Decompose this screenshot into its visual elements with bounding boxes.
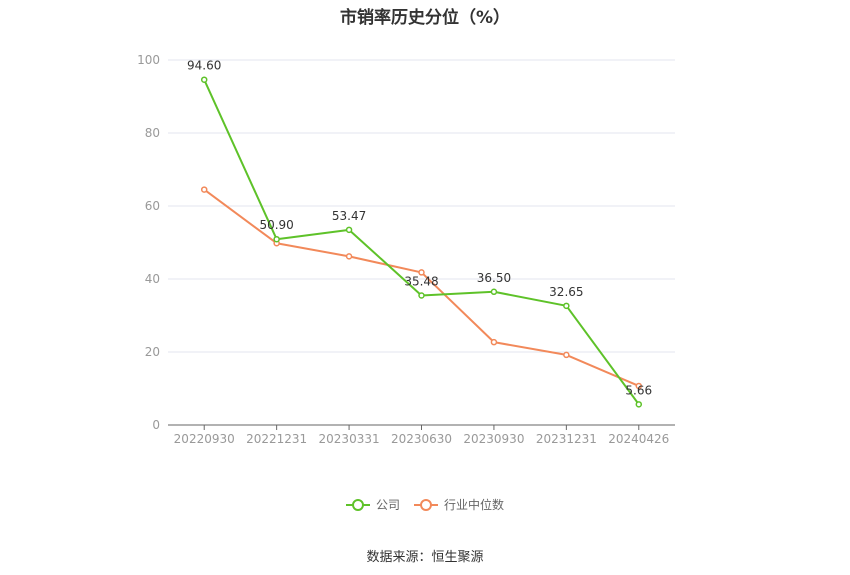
data-point-company	[635, 401, 643, 408]
data-point-company	[200, 76, 208, 83]
data-label-company: 5.66	[625, 383, 652, 397]
data-point-industry-median	[563, 351, 570, 359]
data-point-company	[563, 302, 570, 310]
y-tick-label: 80	[145, 126, 160, 140]
data-point-company	[418, 292, 425, 299]
legend-item-industry-median[interactable]: 行业中位数	[414, 496, 504, 513]
x-tick-label: 20230331	[319, 432, 380, 446]
x-tick-label: 20231231	[536, 432, 597, 446]
y-tick-label: 60	[145, 199, 160, 213]
data-label-company: 35.48	[404, 274, 438, 288]
x-tick-label: 20230630	[391, 432, 452, 446]
data-point-industry-median	[418, 269, 425, 276]
axes: 0 20 40 60 80 100 20220930 20221231 20230331 2023…	[137, 53, 675, 446]
y-tick-label: 0	[152, 418, 160, 432]
data-label-company: 94.60	[187, 59, 221, 73]
legend-swatch-industry-median	[414, 498, 438, 512]
data-point-company	[490, 288, 498, 296]
legend-swatch-company	[345, 498, 370, 512]
series-line-company	[203, 79, 640, 405]
data-point-industry-median	[635, 382, 643, 390]
source-note: 数据来源：恒生聚源	[366, 550, 484, 565]
y-tick-label: 40	[145, 272, 160, 286]
data-point-industry-median	[490, 338, 498, 346]
data-label-company: 32.65	[549, 285, 583, 299]
data-point-industry-median	[345, 253, 353, 260]
x-tick-label: 20230930	[463, 432, 524, 446]
y-tick-label: 100	[137, 53, 160, 67]
legend: 公司 行业中位数	[0, 496, 850, 513]
y-tick-label: 20	[145, 345, 160, 359]
data-label-company: 50.90	[259, 218, 293, 232]
x-tick-label: 20220930	[174, 432, 235, 446]
legend-item-company[interactable]: 公司	[345, 496, 400, 513]
chart-title: 市销率历史分位（%）	[339, 8, 511, 28]
x-tick-label: 20221231	[246, 432, 307, 446]
legend-label-industry-median: 行业中位数	[444, 498, 505, 512]
data-point-company	[345, 226, 353, 234]
data-label-company: 36.50	[477, 271, 511, 285]
series	[200, 76, 643, 408]
gridlines	[168, 59, 675, 353]
data-label-company: 53.47	[332, 209, 366, 223]
legend-label-company: 公司	[375, 498, 400, 512]
data-point-industry-median	[200, 186, 208, 193]
data-labels: 94.60 50.90 53.47 35.48 36.50 32.65 5.66	[187, 59, 652, 398]
data-point-company	[273, 235, 280, 243]
x-tick-label: 20240426	[608, 432, 669, 446]
